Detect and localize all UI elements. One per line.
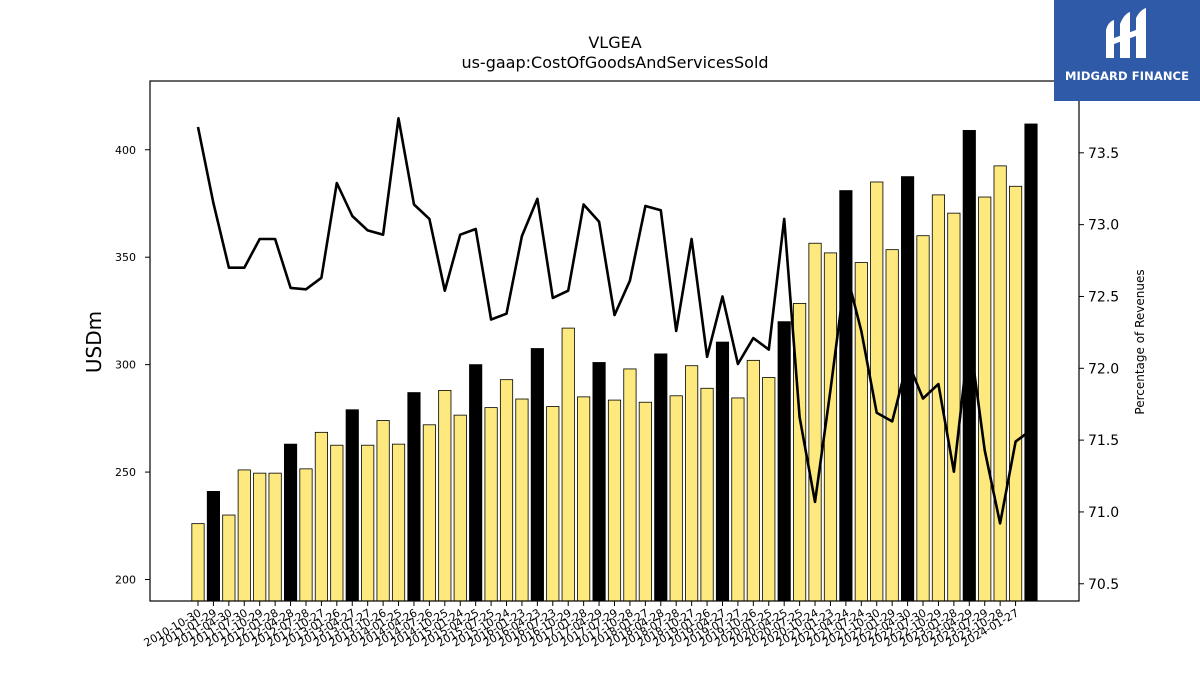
bar [253, 472, 267, 602]
bar [561, 327, 575, 602]
bar [314, 431, 328, 602]
right-axis-tick-label: 73.0 [1088, 218, 1119, 234]
bar [453, 414, 467, 602]
bar [623, 368, 637, 602]
bar [993, 165, 1007, 602]
line-series-path [196, 117, 1032, 525]
right-axis-tick-label: 70.5 [1088, 577, 1119, 593]
bar [577, 396, 591, 602]
right-axis-ticks: 70.5 71.0 71.5 72.0 72.5 73.0 73.5 [1079, 146, 1119, 593]
bar [592, 362, 606, 602]
bar [715, 341, 730, 602]
bar [484, 407, 498, 602]
bar [546, 406, 560, 602]
bar [931, 194, 946, 602]
bar [530, 348, 544, 602]
brand-logo-text: MIDGARD FINANCE [1064, 69, 1190, 83]
bar [901, 176, 915, 602]
bar [499, 379, 514, 602]
right-axis-tick-label: 71.0 [1088, 505, 1119, 521]
bar [299, 468, 313, 602]
bar [885, 249, 899, 602]
bar [1009, 185, 1023, 602]
bar-series [191, 123, 1038, 602]
bar [685, 365, 699, 602]
midgard-logo-icon [1106, 8, 1146, 58]
bar [839, 190, 853, 602]
bar [947, 212, 961, 602]
chart-subtitle: us-gaap:CostOfGoodsAndServicesSold [461, 53, 769, 72]
bar [422, 424, 436, 602]
bar [191, 523, 205, 602]
line-series [196, 117, 1032, 525]
left-axis-tick-label: 350 [115, 251, 136, 264]
left-axis-tick-label: 250 [115, 466, 136, 479]
bar [1024, 123, 1038, 602]
bar [762, 377, 776, 602]
x-axis-ticks: 2010-10-302011-01-292011-04-302011-07-30… [142, 601, 1021, 650]
bar [361, 444, 375, 602]
bar [268, 472, 282, 602]
bar [978, 196, 992, 602]
bar [237, 469, 251, 602]
right-axis-tick-label: 73.5 [1088, 146, 1119, 162]
bar [438, 390, 452, 602]
bar [283, 443, 298, 602]
bar [777, 321, 791, 602]
left-axis-tick-label: 200 [115, 574, 136, 587]
bar [669, 395, 683, 602]
right-axis-tick-label: 71.5 [1088, 433, 1119, 449]
right-axis-tick-label: 72.5 [1088, 289, 1119, 305]
bar [407, 392, 421, 602]
left-axis-tick-label: 300 [115, 359, 136, 372]
left-axis-ticks: 200 250 300 350 400 [115, 144, 150, 587]
bar [808, 242, 822, 602]
bar [700, 387, 714, 602]
bar [746, 359, 760, 602]
bar [222, 514, 236, 602]
bar [654, 353, 668, 602]
bar [916, 235, 930, 602]
bar [515, 398, 529, 602]
left-axis-tick-label: 400 [115, 144, 136, 157]
bar [345, 409, 359, 602]
bar [206, 491, 220, 602]
bar [391, 443, 406, 602]
bar [469, 364, 483, 602]
right-axis-tick-label: 72.0 [1088, 361, 1119, 377]
bar [376, 420, 390, 602]
brand-logo: MIDGARD FINANCE [1054, 0, 1200, 101]
bar [638, 401, 652, 602]
bar [607, 399, 622, 602]
bar [731, 397, 745, 602]
chart-title: VLGEA [588, 33, 642, 52]
bar [330, 444, 344, 602]
